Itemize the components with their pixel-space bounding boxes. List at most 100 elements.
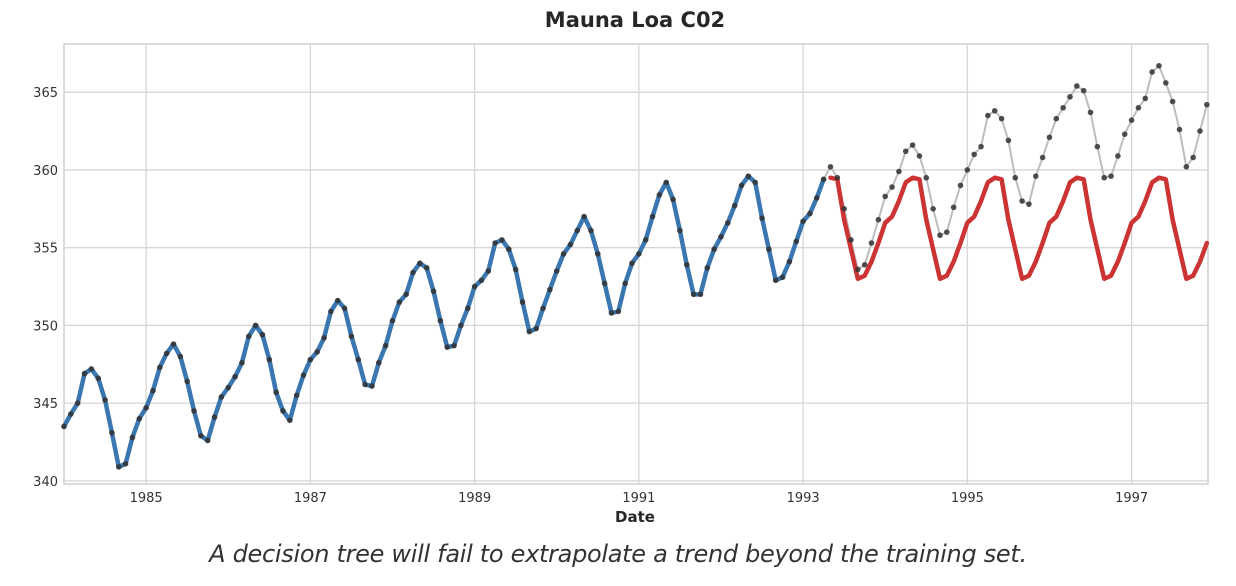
observed-point (759, 215, 765, 221)
observed-point (485, 268, 492, 274)
observed-point (95, 375, 102, 382)
observed-point (588, 227, 594, 234)
observed-point (245, 333, 252, 340)
observed-point (670, 196, 676, 203)
observed-point (601, 280, 608, 287)
observed-point (902, 148, 909, 155)
x-axis-label: Date (615, 508, 655, 526)
observed-point (1128, 117, 1135, 123)
training-fit-line (61, 173, 826, 470)
observed-point (499, 237, 505, 243)
observed-point (533, 325, 539, 332)
observed-point (875, 216, 882, 223)
observed-point (348, 333, 355, 340)
observed-point (170, 341, 177, 347)
x-tick-label: 1985 (130, 491, 163, 506)
observed-point (882, 193, 889, 200)
observed-point (923, 174, 930, 181)
observed-point (937, 232, 943, 239)
observed-point (1019, 198, 1025, 204)
observed-point (629, 260, 635, 267)
observed-point (1087, 109, 1094, 116)
observed-point (1005, 137, 1012, 144)
observed-point (136, 415, 143, 422)
observed-point (1135, 104, 1142, 111)
observed-point (991, 108, 998, 114)
observed-point (74, 400, 81, 406)
observed-point (1156, 62, 1162, 69)
observed-point (1142, 95, 1149, 102)
observed-point (526, 328, 533, 335)
y-tick-labels: 340 345 350 355 360 365 (33, 86, 58, 490)
observed-point (540, 305, 546, 312)
observed-point (1053, 115, 1060, 122)
observed-point (444, 344, 451, 350)
x-tick-label: 1991 (622, 491, 655, 506)
observed-point (574, 227, 581, 234)
observed-point (519, 299, 526, 305)
observed-point (861, 261, 868, 268)
observed-point (1197, 128, 1203, 134)
observed-point (225, 384, 232, 391)
observed-point (437, 317, 444, 324)
observed-point (731, 202, 738, 209)
observed-point (964, 167, 971, 173)
x-tick-label: 1995 (951, 491, 984, 506)
observed-point (143, 405, 149, 411)
observed-point (1149, 69, 1155, 75)
observed-point (1183, 164, 1190, 170)
observed-point (1169, 98, 1176, 105)
observed-point (553, 268, 560, 274)
observed-point (944, 229, 950, 235)
y-tick-label: 365 (33, 86, 58, 101)
observed-point (813, 195, 820, 201)
observed-point (300, 372, 307, 378)
observed-point (957, 182, 964, 189)
observed-point (410, 269, 416, 276)
observed-point (129, 434, 136, 441)
observed-point (403, 291, 409, 298)
observed-point (779, 274, 786, 281)
observed-point (109, 429, 115, 436)
observed-point (855, 266, 861, 273)
observed-point (1204, 101, 1210, 108)
observed-point (293, 392, 300, 399)
observed-point (280, 408, 286, 414)
observed-point (930, 206, 936, 212)
observed-point (478, 277, 485, 284)
x-tick-label: 1989 (458, 491, 491, 506)
observed-point (239, 359, 245, 366)
observed-point (1032, 173, 1039, 179)
observed-point (314, 349, 321, 355)
observed-point (896, 168, 902, 175)
observed-point (163, 350, 170, 357)
observed-point (772, 277, 779, 284)
observed-point (1067, 94, 1073, 100)
observed-point (622, 280, 628, 287)
observed-point (362, 381, 368, 388)
observed-point (677, 227, 683, 234)
observed-point (725, 219, 731, 226)
observed-point (1046, 134, 1053, 141)
observed-point (916, 153, 923, 159)
x-tick-label: 1997 (1115, 491, 1148, 506)
observed-point (793, 238, 800, 245)
observed-point (567, 241, 574, 248)
figure-caption: A decision tree will fail to extrapolate… (209, 540, 1027, 568)
observed-point (389, 317, 396, 324)
series-layer (61, 62, 1210, 470)
observed-point (375, 359, 382, 366)
observed-point (636, 251, 642, 257)
observed-point (690, 291, 697, 298)
observed-point (102, 397, 108, 403)
observed-point (492, 240, 498, 246)
observed-point (68, 411, 74, 417)
observed-point (1012, 174, 1019, 181)
observed-point (1060, 104, 1066, 111)
observed-point (1108, 173, 1114, 179)
observed-point (1026, 201, 1032, 207)
observed-point (834, 174, 841, 181)
observed-point (663, 179, 670, 186)
observed-point (752, 179, 758, 186)
observed-point (369, 383, 375, 389)
